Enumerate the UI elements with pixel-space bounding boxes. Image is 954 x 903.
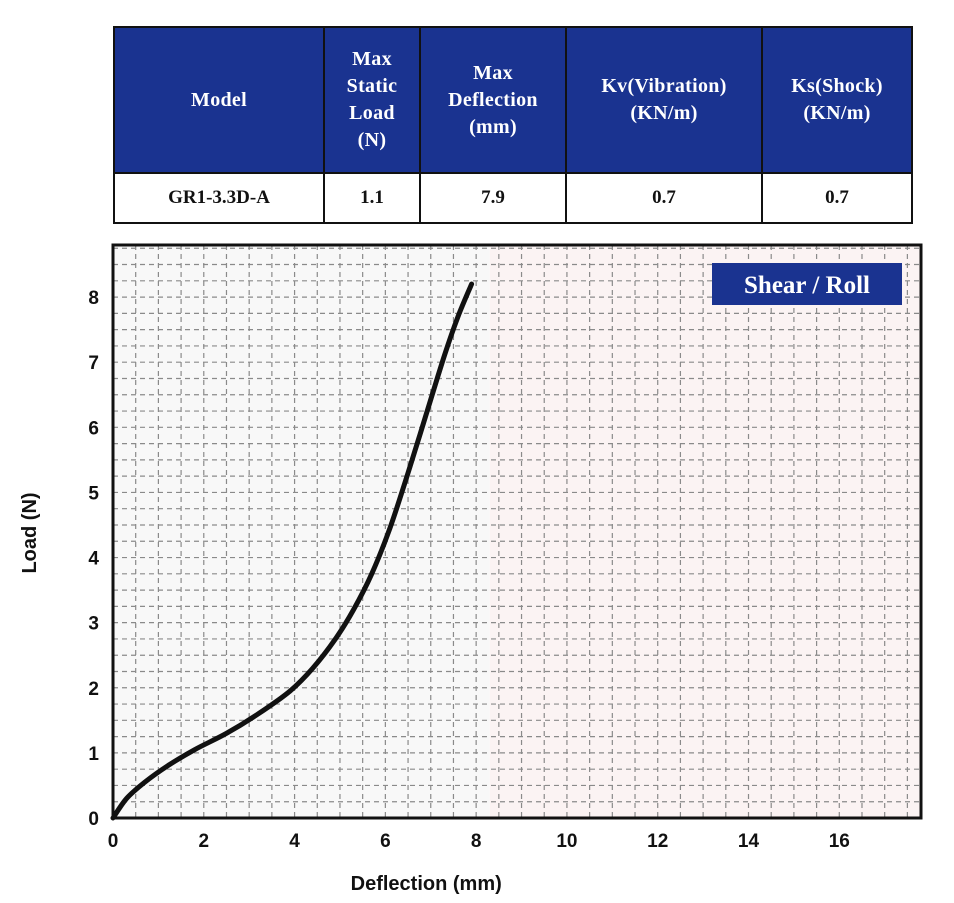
cell-ks: 0.7 [761, 172, 913, 224]
x-tick-label: 2 [198, 831, 209, 852]
header-kv: Kv(Vibration) (KN/m) [565, 26, 763, 174]
header-load-line-1: Max [352, 48, 392, 70]
y-tick-label: 6 [88, 418, 99, 439]
y-axis-title: Load (N) [19, 492, 41, 573]
grid-lines [113, 245, 921, 818]
header-max-static-load: Max Static Load (N) [323, 26, 421, 174]
y-tick-label: 4 [88, 549, 99, 570]
header-load-line-3: Load [349, 102, 395, 124]
x-tick-label: 4 [289, 831, 300, 852]
header-max-deflection: Max Deflection (mm) [419, 26, 567, 174]
y-tick-label: 1 [88, 744, 99, 765]
spec-data-row: GR1-3.3D-A 1.1 7.9 0.7 0.7 [113, 172, 913, 224]
x-axis-title: Deflection (mm) [351, 873, 502, 895]
x-tick-labels: 0 2 4 6 8 10 12 14 16 [108, 831, 850, 852]
header-model-line: Model [191, 88, 247, 111]
x-tick-label: 8 [471, 831, 482, 852]
cell-kv: 0.7 [565, 172, 763, 224]
x-tick-label: 16 [829, 831, 850, 852]
cell-max-deflection: 7.9 [419, 172, 567, 224]
y-tick-label: 2 [88, 679, 99, 700]
load-deflection-curve [110, 281, 475, 821]
x-tick-label: 6 [380, 831, 391, 852]
plot-frame [111, 243, 923, 820]
spec-header-row: Model Max Static Load (N) Max Deflection… [113, 26, 913, 174]
spec-table: Model Max Static Load (N) Max Deflection… [113, 26, 913, 224]
header-model: Model [113, 26, 325, 174]
header-load-line-4: (N) [357, 129, 387, 151]
cell-model: GR1-3.3D-A [113, 172, 325, 224]
plot-bg-right [489, 245, 921, 818]
header-defl-line-3: (mm) [469, 115, 517, 138]
y-tick-label: 8 [88, 288, 99, 309]
plot-background [113, 245, 921, 818]
chart-title: Shear / Roll [744, 272, 870, 299]
header-kv-line-1: Kv(Vibration) [601, 75, 727, 97]
header-ks-line-2: (KN/m) [803, 102, 871, 124]
header-defl-line-1: Max [473, 61, 513, 84]
header-ks: Ks(Shock) (KN/m) [761, 26, 913, 174]
header-kv-line-2: (KN/m) [630, 102, 698, 124]
header-load-line-2: Static [346, 75, 398, 97]
header-ks-line-1: Ks(Shock) [791, 75, 883, 97]
plot-bg-left [113, 245, 490, 818]
y-tick-label: 0 [88, 809, 99, 830]
cell-max-static-load: 1.1 [323, 172, 421, 224]
x-tick-label: 10 [556, 831, 577, 852]
y-tick-label: 5 [88, 483, 99, 504]
chart-title-badge-bg [712, 263, 902, 305]
x-tick-label: 12 [647, 831, 668, 852]
y-tick-label: 3 [88, 614, 99, 635]
x-tick-label: 0 [108, 831, 119, 852]
y-tick-labels: 0 1 2 3 4 5 6 7 8 [88, 288, 99, 830]
y-tick-label: 7 [88, 353, 99, 374]
x-tick-label: 14 [738, 831, 760, 852]
chart-title-badge: Shear / Roll [712, 263, 902, 305]
header-defl-line-2: Deflection [448, 88, 538, 111]
